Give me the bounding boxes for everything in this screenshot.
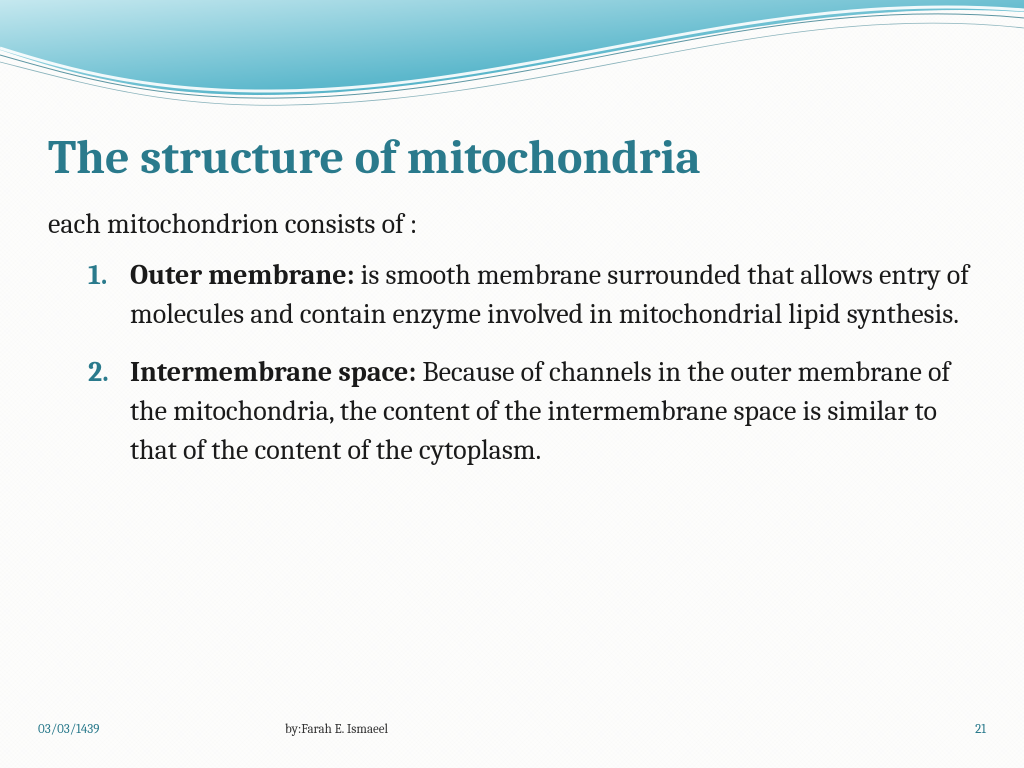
footer-date: 03/03/1439 bbox=[38, 722, 99, 737]
footer-page-number: 21 bbox=[975, 722, 986, 737]
slide-footer: 03/03/1439 by:Farah E. Ismaeel 21 bbox=[0, 722, 1024, 746]
list-item: 1. Outer membrane: is smooth membrane su… bbox=[88, 256, 976, 334]
wave-decoration bbox=[0, 0, 1024, 150]
list-item: 2. Intermembrane space: Because of chann… bbox=[88, 353, 976, 471]
numbered-list: 1. Outer membrane: is smooth membrane su… bbox=[48, 256, 976, 470]
slide-title: The structure of mitochondria bbox=[48, 130, 976, 185]
item-bold: Intermembrane space: bbox=[130, 356, 422, 388]
item-number: 2. bbox=[88, 353, 109, 392]
intro-text: each mitochondrion consists of : bbox=[48, 205, 976, 244]
item-number: 1. bbox=[88, 256, 107, 295]
item-bold: Outer membrane: bbox=[130, 259, 361, 291]
slide-content: The structure of mitochondria each mitoc… bbox=[48, 130, 976, 488]
footer-author: by:Farah E. Ismaeel bbox=[285, 722, 388, 737]
